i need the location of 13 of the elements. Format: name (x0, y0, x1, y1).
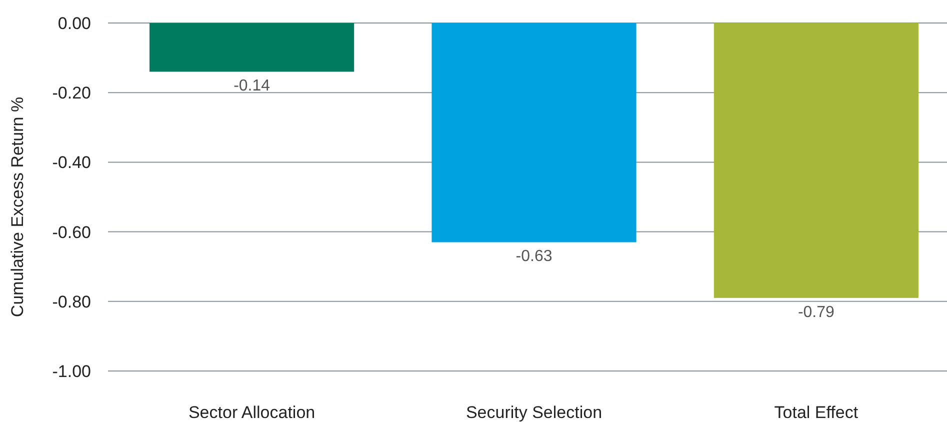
x-tick-label: Security Selection (466, 403, 602, 422)
y-tick-label: 0.00 (58, 14, 91, 33)
y-tick-label: -0.40 (52, 153, 91, 172)
y-tick-label: -0.20 (52, 84, 91, 103)
y-tick-label: -0.80 (52, 292, 91, 312)
y-tick-label: -0.60 (52, 222, 91, 242)
data-label: -0.79 (798, 304, 835, 321)
y-axis-title: Cumulative Excess Return % (8, 96, 27, 318)
x-tick-label: Sector Allocation (188, 403, 316, 422)
x-tick-label: Total Effect (774, 403, 858, 422)
data-label: -0.63 (516, 248, 552, 266)
data-label: -0.14 (234, 78, 270, 95)
y-tick-label: -1.00 (52, 362, 91, 381)
